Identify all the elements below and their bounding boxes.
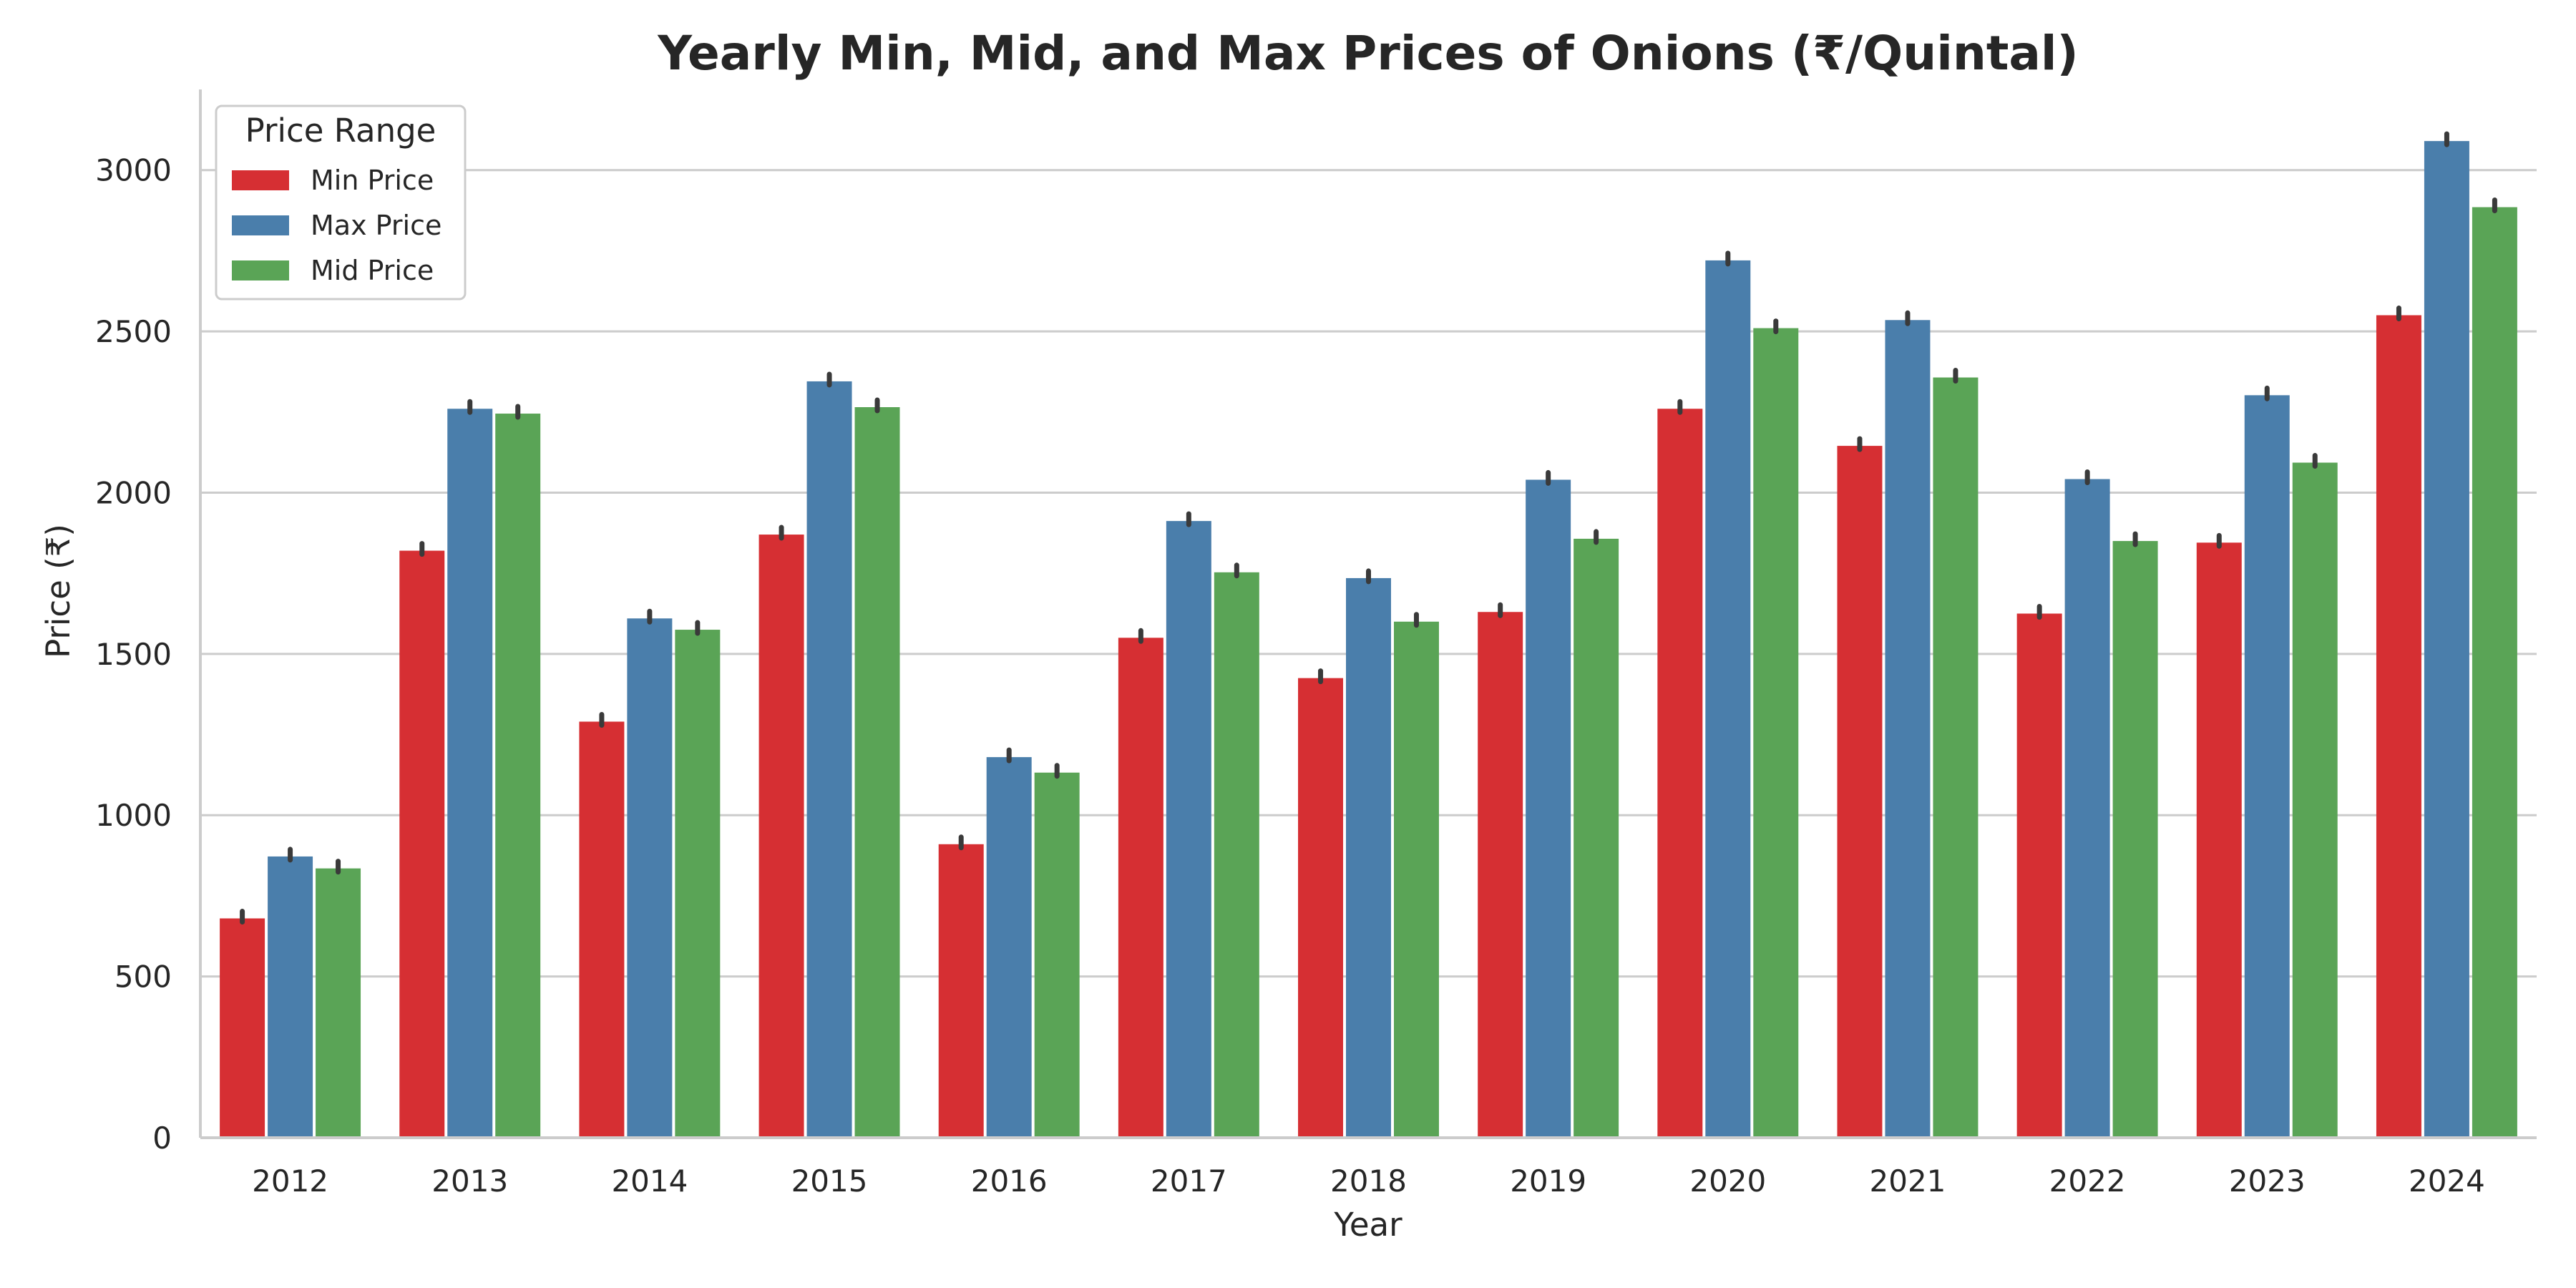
legend-swatch (232, 170, 289, 190)
bar (1837, 446, 1883, 1138)
axes (199, 89, 2537, 1139)
bar (2292, 462, 2338, 1138)
bar (1657, 409, 1703, 1138)
x-tick-label: 2024 (2409, 1163, 2485, 1199)
bar (806, 381, 852, 1138)
x-tick-label: 2019 (1510, 1163, 1586, 1199)
bar (2064, 479, 2110, 1138)
x-tick-label: 2023 (2229, 1163, 2306, 1199)
chart-title: Yearly Min, Mid, and Max Prices of Onion… (657, 26, 2078, 81)
y-tick-label: 2000 (95, 475, 172, 510)
bar (1214, 572, 1259, 1138)
legend-label: Mid Price (311, 255, 434, 286)
bar (2376, 315, 2421, 1138)
bar (627, 618, 673, 1138)
bar (1526, 479, 1571, 1138)
bar (579, 721, 625, 1138)
bar (2112, 541, 2158, 1138)
bar (2244, 395, 2290, 1138)
bar (854, 407, 900, 1138)
bar (2424, 141, 2469, 1138)
bar (758, 535, 804, 1138)
y-tick-label: 0 (152, 1121, 172, 1156)
bar (268, 856, 313, 1138)
x-tick-label: 2014 (611, 1163, 688, 1199)
bar (2016, 613, 2062, 1138)
x-tick-label: 2012 (252, 1163, 328, 1199)
bar (1166, 521, 1211, 1138)
bar (1753, 328, 1799, 1138)
bar (316, 868, 361, 1138)
bar (1574, 538, 1619, 1138)
bar (1118, 638, 1163, 1138)
y-tick-label: 1500 (95, 637, 172, 672)
legend-label: Min Price (311, 165, 434, 196)
bar (1393, 621, 1439, 1138)
x-tick-label: 2017 (1151, 1163, 1227, 1199)
bar (1705, 260, 1751, 1138)
legend-title: Price Range (245, 112, 436, 150)
bar (1298, 678, 1344, 1138)
bar (675, 630, 721, 1138)
bar (2196, 542, 2242, 1138)
x-tick-label: 2018 (1330, 1163, 1407, 1199)
bar (938, 844, 984, 1138)
bar (1933, 377, 1979, 1138)
bar (1346, 577, 1391, 1138)
bar (1478, 612, 1523, 1138)
legend-swatch (232, 215, 289, 235)
bar (495, 414, 541, 1138)
bar (1885, 320, 1931, 1138)
x-tick-label: 2022 (2049, 1163, 2126, 1199)
tick-labels: 0 500 1000 1500 2000 2500 3000 2012 2013 2014 2015… (95, 153, 2485, 1199)
x-tick-label: 2015 (791, 1163, 868, 1199)
x-tick-label: 2016 (971, 1163, 1048, 1199)
legend-swatch (232, 260, 289, 280)
y-axis-label: Price (₹) (39, 524, 77, 658)
y-tick-label: 3000 (95, 153, 172, 188)
y-tick-label: 1000 (95, 798, 172, 833)
bar (1034, 772, 1080, 1138)
x-axis-label: Year (1333, 1206, 1402, 1244)
legend: Price Range Min Price Max Price Mid Price (215, 104, 467, 301)
legend-box (215, 104, 467, 301)
bar (2472, 207, 2517, 1138)
bar (399, 550, 445, 1138)
bar (447, 409, 493, 1138)
y-tick-label: 2500 (95, 314, 172, 349)
x-tick-label: 2021 (1870, 1163, 1946, 1199)
legend-label: Max Price (311, 210, 441, 241)
bars (220, 131, 2517, 1138)
bar (220, 918, 265, 1138)
x-tick-label: 2013 (431, 1163, 508, 1199)
y-tick-label: 500 (114, 960, 172, 995)
bar (986, 757, 1032, 1138)
x-tick-label: 2020 (1689, 1163, 1766, 1199)
